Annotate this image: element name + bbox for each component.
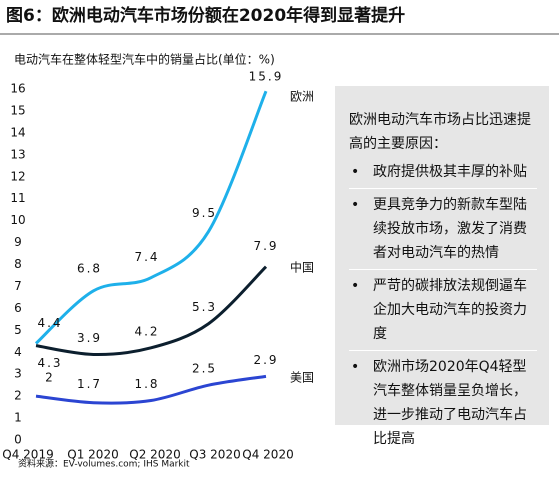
y-tick-label: 11 [10, 191, 25, 205]
bullet: 政府提供极其丰厚的补贴 [349, 160, 537, 184]
x-tick-label: Q1 2020 [67, 448, 118, 462]
x-tick-label: Q4 2019 [2, 448, 53, 462]
data-label: 7.9 [253, 239, 278, 253]
data-label: 9.5 [192, 206, 217, 220]
y-tick-label: 14 [10, 125, 25, 139]
y-tick-label: 8 [14, 257, 22, 271]
data-label: 4.2 [134, 324, 159, 338]
series-line [34, 90, 268, 345]
data-label: 5.3 [192, 300, 217, 314]
data-label: 1.7 [77, 377, 102, 391]
y-tick-label: 2 [14, 389, 22, 403]
y-tick-label: 6 [14, 301, 22, 315]
source: 资料来源：EV-volumes.com; IHS Markit [18, 458, 190, 470]
y-tick-label: 16 [10, 82, 25, 96]
legend-label: 中国 [290, 260, 314, 275]
data-label: 15.9 [249, 70, 284, 84]
reason-box: 欧洲电动汽车市场占比迅速提高的主要原因： 政府提供极其丰厚的补贴更具竞争力的新款… [335, 86, 549, 447]
bullet-list: 政府提供极其丰厚的补贴更具竞争力的新款车型陆续投放市场，激发了消费者对电动汽车的… [349, 160, 537, 451]
y-tick-label: 9 [14, 235, 22, 249]
x-tick-label: Q3 2020 [189, 448, 240, 462]
data-label: 4.4 [37, 316, 62, 330]
data-label: 7.4 [134, 250, 159, 264]
data-label: 2.5 [192, 362, 217, 376]
y-tick-label: 1 [14, 411, 22, 425]
data-label: 2 [45, 371, 55, 385]
x-tick-label: Q2 2020 [129, 448, 180, 462]
x-tick-label: Q4 2020 [242, 448, 293, 462]
y-tick-label: 7 [14, 279, 22, 293]
y-tick-label: 0 [14, 433, 22, 447]
legend-label: 欧洲 [290, 90, 314, 104]
y-tick-label: 5 [14, 323, 22, 337]
data-label: 1.8 [134, 377, 159, 391]
series-line [35, 265, 268, 356]
series-line [35, 374, 267, 405]
y-tick-label: 13 [10, 147, 25, 161]
bullet: 欧洲市场2020年Q4轻型汽车整体销量呈负增长，进一步推动了电动汽车占比提高 [349, 350, 537, 451]
chart-title: 图6：欧洲电动汽车市场份额在2020年得到显著提升 [6, 5, 405, 26]
y-tick-label: 4 [14, 345, 22, 359]
y-tick-label: 15 [10, 103, 25, 117]
y-tick-label: 12 [10, 169, 25, 183]
data-label: 3.9 [77, 331, 102, 345]
data-label: 4.3 [37, 356, 62, 370]
bullet: 严苛的碳排放法规倒逼车企加大电动汽车的投资力度 [349, 269, 537, 346]
chart-subtitle: 电动汽车在整体轻型汽车中的销量占比(单位：%) [14, 52, 275, 67]
y-tick-label: 3 [14, 367, 22, 381]
bullet: 更具竞争力的新款车型陆续投放市场，激发了消费者对电动汽车的热情 [349, 188, 537, 265]
data-label: 2.9 [253, 353, 278, 367]
legend-label: 美国 [290, 371, 314, 385]
box-heading: 欧洲电动汽车市场占比迅速提高的主要原因： [349, 112, 531, 152]
y-tick-label: 10 [10, 213, 25, 227]
data-label: 6.8 [77, 261, 102, 275]
